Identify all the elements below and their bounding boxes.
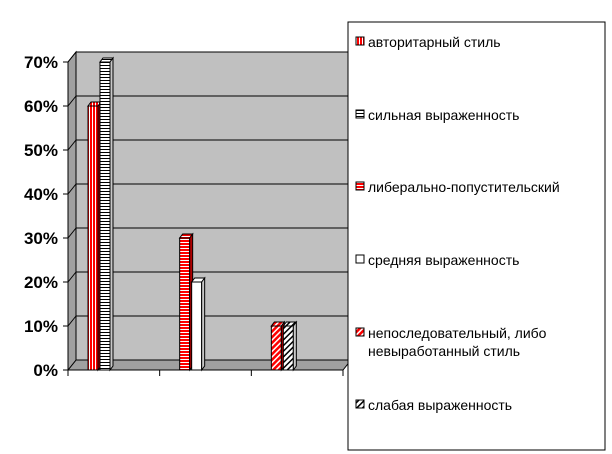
bar-front	[179, 237, 191, 371]
bars	[87, 56, 298, 372]
chart-side-wall	[67, 50, 77, 372]
gridline-side	[67, 271, 77, 283]
bar-front	[99, 61, 111, 371]
y-tick-label: 50%	[24, 141, 58, 160]
plot-area-background	[75, 51, 352, 361]
legend-box	[347, 21, 606, 451]
legend: авторитарный стиль сильная выраженность ли…	[355, 34, 560, 413]
legend-item: средняя выраженность	[355, 252, 519, 268]
bar	[99, 56, 114, 372]
bar-side	[292, 320, 297, 372]
gridline-side	[67, 227, 77, 239]
bar-front	[282, 325, 294, 371]
gridlines	[67, 51, 351, 327]
legend-label: сильная выраженность	[368, 107, 519, 123]
y-tick-label: 0%	[33, 361, 58, 380]
bar-front	[270, 325, 282, 371]
gridline-side	[67, 139, 77, 151]
gridline-side	[67, 51, 77, 63]
legend-item: авторитарный стиль	[355, 34, 501, 50]
y-tick-label: 20%	[24, 273, 58, 292]
legend-swatch	[355, 181, 365, 191]
legend-label: авторитарный стиль	[368, 34, 501, 50]
y-tick-label: 60%	[24, 97, 58, 116]
gridline-side	[67, 95, 77, 107]
legend-item: либерально-попустительский	[355, 179, 560, 195]
legend-label: невыработанный стиль	[368, 343, 520, 359]
y-tick-label: 30%	[24, 229, 58, 248]
bar-side	[201, 276, 206, 372]
legend-swatch	[355, 399, 365, 409]
x-axis-ticks	[67, 370, 344, 376]
legend-item: непоследовательный, либо невыработанный с…	[355, 325, 547, 359]
legend-label: либерально-попустительский	[368, 179, 560, 195]
bar	[282, 320, 298, 372]
legend-label: непоследовательный, либо	[368, 325, 547, 341]
y-axis-tick-labels: 0% 10% 20% 30% 40% 50% 60% 70%	[24, 53, 68, 380]
legend-label: слабая выраженность	[368, 397, 512, 413]
bar-side	[109, 56, 114, 372]
gridline-side	[67, 315, 77, 327]
gridline-side	[67, 183, 77, 195]
bar	[87, 100, 102, 372]
legend-swatch	[355, 36, 365, 46]
bar-front	[87, 105, 99, 371]
bar	[178, 232, 194, 372]
legend-swatch	[355, 327, 365, 337]
bar	[270, 320, 286, 372]
legend-swatch	[355, 109, 365, 119]
y-tick-label: 70%	[24, 53, 58, 72]
legend-swatch	[355, 254, 365, 264]
y-tick-label: 40%	[24, 185, 58, 204]
legend-item: сильная выраженность	[355, 107, 519, 123]
legend-item: слабая выраженность	[355, 397, 512, 413]
y-tick-label: 10%	[24, 317, 58, 336]
bar-front	[191, 281, 203, 371]
legend-label: средняя выраженность	[368, 252, 519, 268]
bar	[190, 276, 206, 372]
